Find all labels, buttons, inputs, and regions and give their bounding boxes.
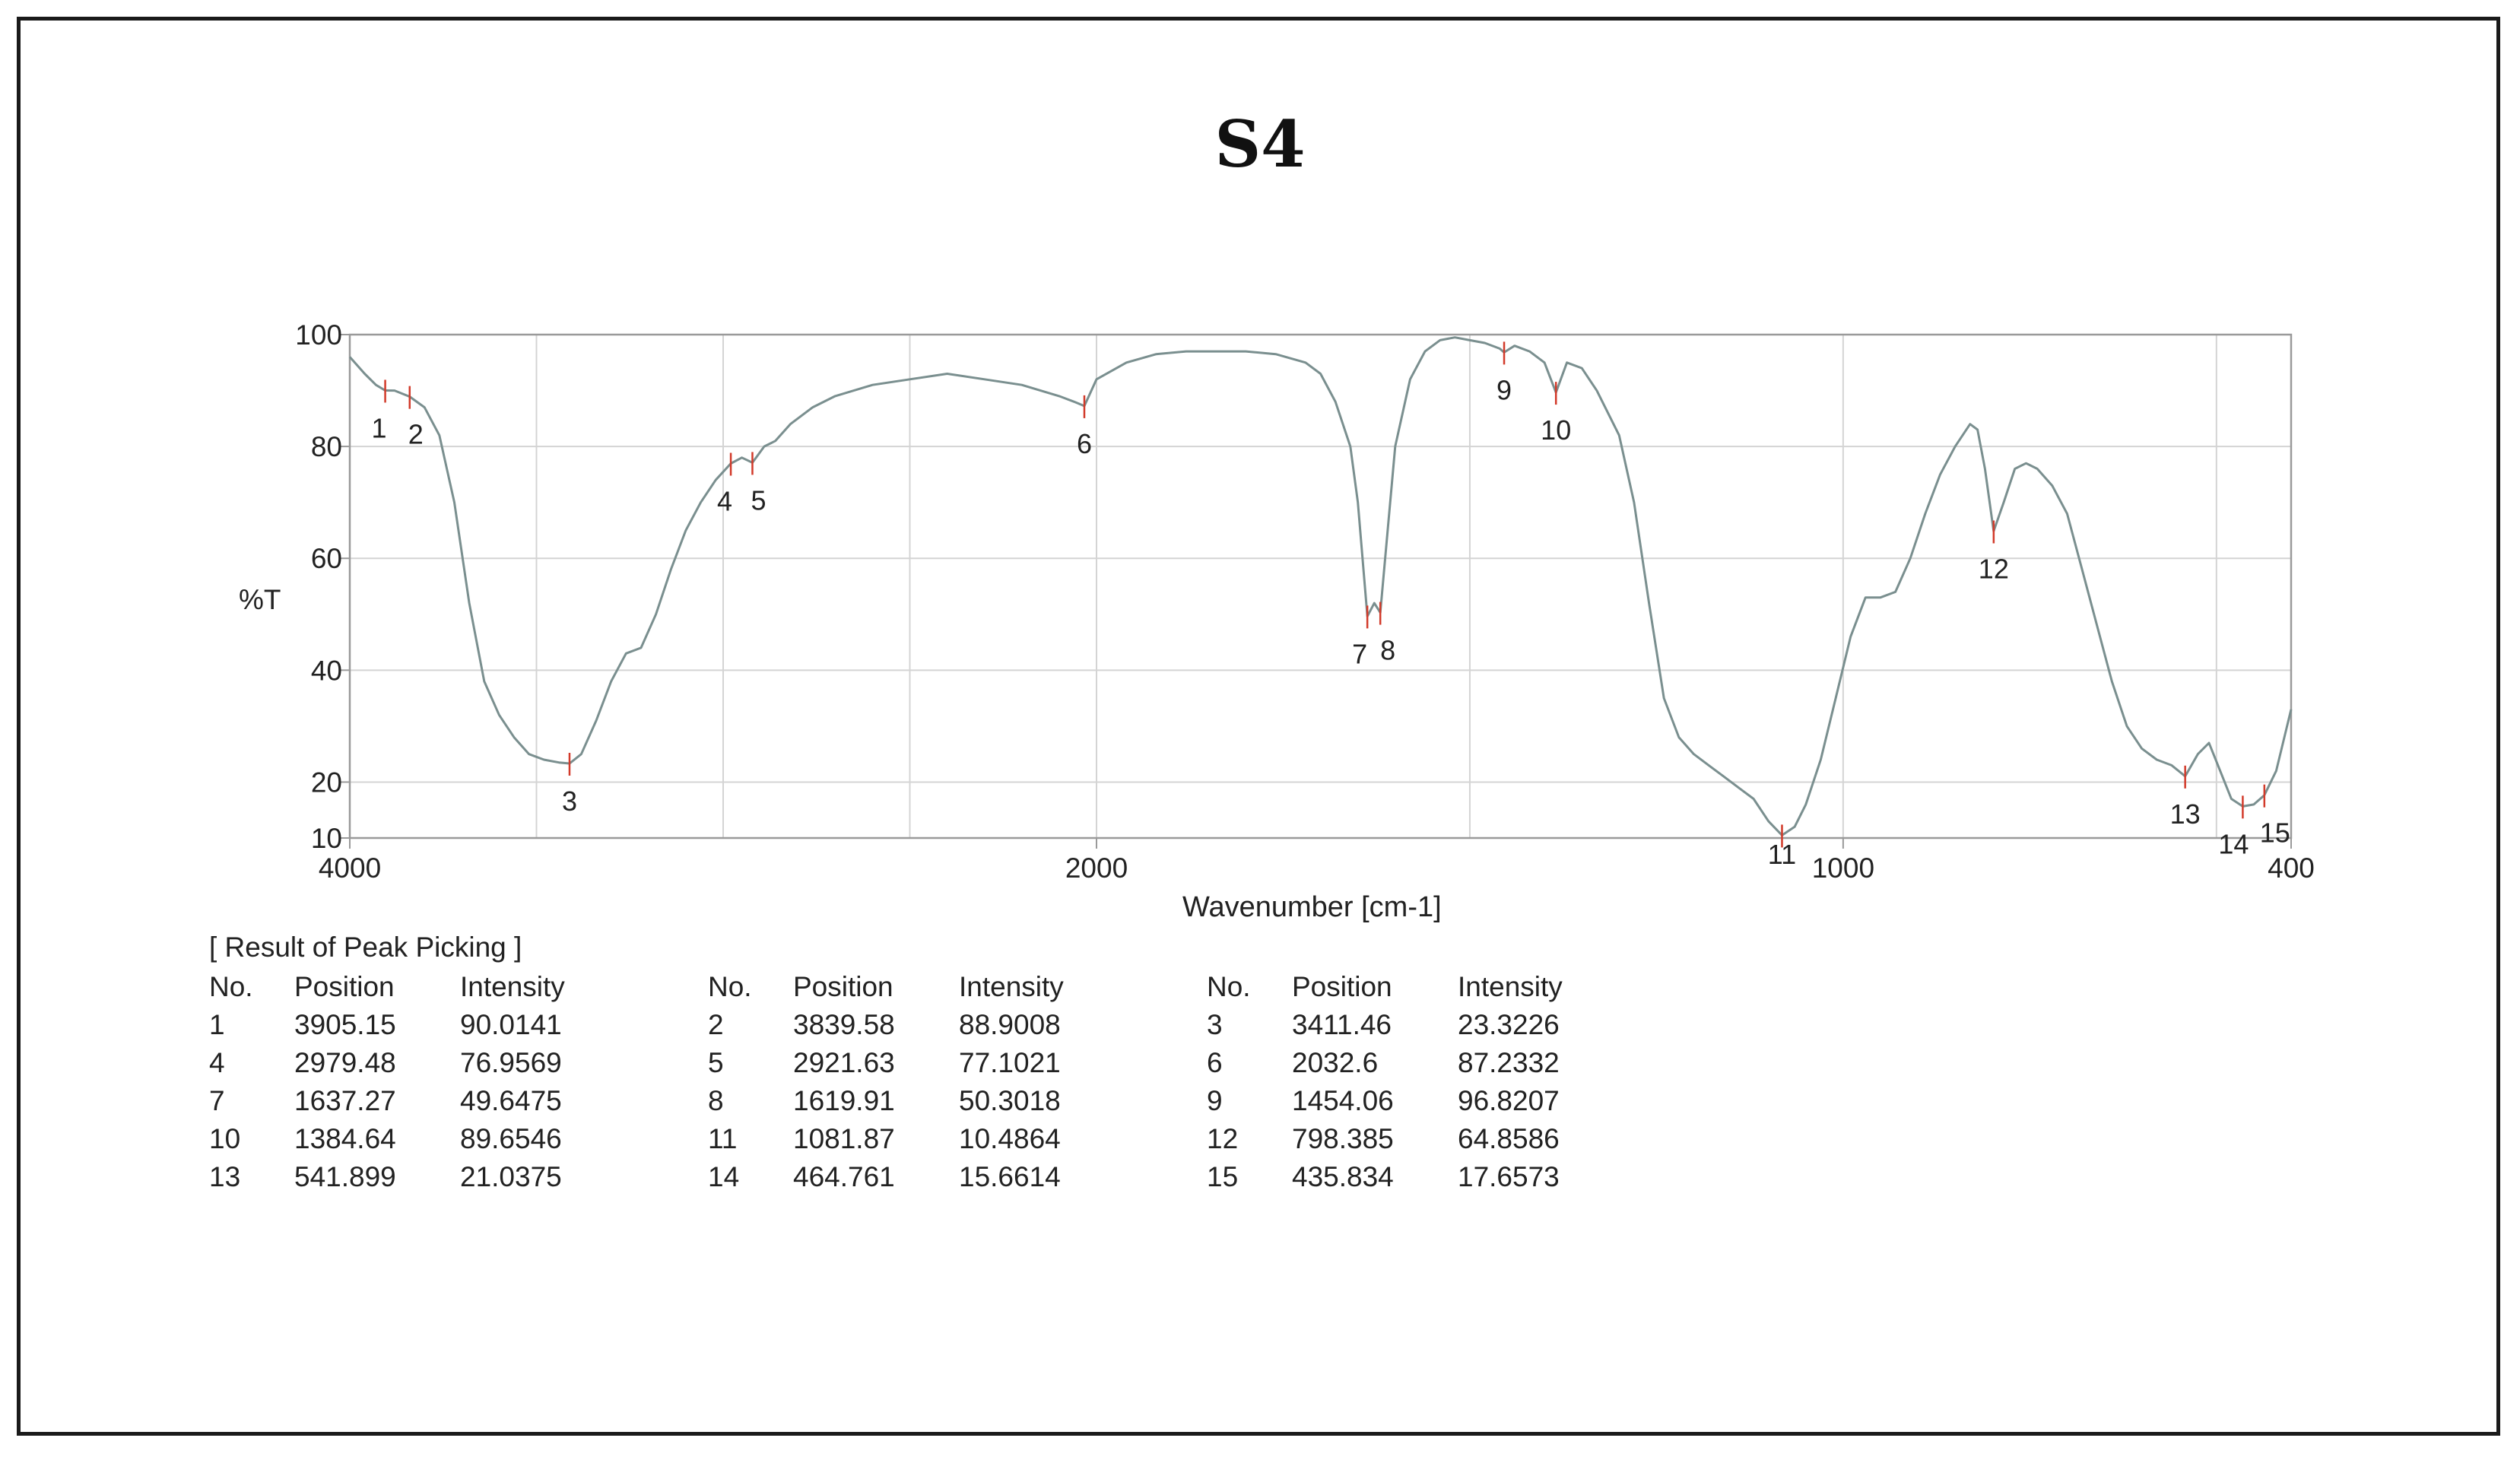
peak-table-cell: 5 <box>708 1047 724 1078</box>
peak-label: 15 <box>2260 817 2290 849</box>
peak-table-title: [ Result of Peak Picking ] <box>209 932 522 963</box>
peak-table-cell: 3411.46 <box>1292 1009 1392 1040</box>
peak-table-header-cell: No. <box>1207 971 1251 1002</box>
peak-table-cell: 6 <box>1207 1047 1223 1078</box>
peak-label: 5 <box>751 484 766 516</box>
y-tick-label: 60 <box>311 543 342 574</box>
peak-table-cell: 2979.48 <box>294 1047 396 1078</box>
y-tick-label: 40 <box>311 655 342 686</box>
x-axis-label: Wavenumber [cm-1] <box>1182 891 1442 923</box>
y-tick-label: 10 <box>311 823 342 854</box>
figure-frame <box>17 17 2500 1436</box>
y-tick-label: 80 <box>311 431 342 462</box>
peak-table-cell: 7 <box>209 1085 225 1116</box>
peak-table-header-cell: Position <box>294 971 395 1002</box>
x-tick-label: 2000 <box>1065 852 1128 884</box>
peak-table-cell: 435.834 <box>1292 1161 1394 1192</box>
peak-table-cell: 4 <box>209 1047 225 1078</box>
peak-table-header-cell: No. <box>708 971 752 1002</box>
peak-table-header-cell: Position <box>793 971 893 1002</box>
x-tick-label: 400 <box>2268 852 2315 884</box>
peak-table-cell: 10 <box>209 1123 241 1154</box>
peak-table-cell: 1619.91 <box>793 1085 895 1116</box>
peak-table-cell: 21.0375 <box>460 1161 562 1192</box>
peak-table-cell: 49.6475 <box>460 1085 562 1116</box>
peak-label: 3 <box>562 786 577 817</box>
peak-label: 10 <box>1541 414 1571 446</box>
peak-table-cell: 10.4864 <box>959 1123 1061 1154</box>
peak-table-cell: 8 <box>708 1085 724 1116</box>
y-axis-label: %T <box>239 584 281 615</box>
peak-table-cell: 541.899 <box>294 1161 396 1192</box>
x-tick-label: 1000 <box>1812 852 1874 884</box>
peak-table-cell: 1081.87 <box>793 1123 895 1154</box>
peak-label: 14 <box>2218 828 2249 859</box>
peak-table-cell: 15 <box>1207 1161 1239 1192</box>
peak-label: 4 <box>717 485 732 516</box>
peak-table-cell: 17.6573 <box>1458 1161 1560 1192</box>
spectrum-line <box>348 336 2293 836</box>
peak-table-cell: 14 <box>708 1161 740 1192</box>
peak-label: 6 <box>1077 428 1092 459</box>
peak-table-cell: 2032.6 <box>1292 1047 1379 1078</box>
peak-table-cell: 77.1021 <box>959 1047 1061 1078</box>
peak-table-cell: 23.3226 <box>1458 1009 1560 1040</box>
peak-table-cell: 3 <box>1207 1009 1223 1040</box>
peak-label: 13 <box>2170 798 2201 830</box>
peak-label: 1 <box>372 412 387 443</box>
peak-table-header-cell: Intensity <box>1458 971 1563 1002</box>
peak-label: 7 <box>1352 638 1367 669</box>
peak-table-cell: 11 <box>708 1123 738 1154</box>
peak-table-cell: 89.6546 <box>460 1123 562 1154</box>
peak-table-cell: 90.0141 <box>460 1009 562 1040</box>
peak-table-cell: 798.385 <box>1292 1123 1394 1154</box>
peak-label: 8 <box>1380 635 1395 666</box>
peak-table-header-cell: Position <box>1292 971 1392 1002</box>
x-tick-label: 4000 <box>319 852 381 884</box>
peak-table-cell: 50.3018 <box>959 1085 1061 1116</box>
y-tick-label: 20 <box>311 767 342 798</box>
peak-label: 9 <box>1496 374 1512 405</box>
peak-table-cell: 76.9569 <box>460 1047 562 1078</box>
peak-table-cell: 3905.15 <box>294 1009 396 1040</box>
peak-label: 11 <box>1768 839 1796 870</box>
peak-table-cell: 3839.58 <box>793 1009 895 1040</box>
peak-table-cell: 2921.63 <box>793 1047 895 1078</box>
peak-table-cell: 87.2332 <box>1458 1047 1560 1078</box>
peak-table-cell: 15.6614 <box>959 1161 1061 1192</box>
peak-table-header-cell: Intensity <box>959 971 1064 1002</box>
peak-table-cell: 1637.27 <box>294 1085 396 1116</box>
plot-area-frame <box>348 333 2293 840</box>
chart-title: S4 <box>1214 106 1306 182</box>
peak-table-cell: 88.9008 <box>959 1009 1061 1040</box>
y-tick-label: 100 <box>295 319 342 351</box>
peak-table-cell: 13 <box>209 1161 241 1192</box>
peak-table-cell: 9 <box>1207 1085 1223 1116</box>
peak-table-cell: 464.761 <box>793 1161 895 1192</box>
peak-table-cell: 96.8207 <box>1458 1085 1560 1116</box>
peak-table-cell: 1454.06 <box>1292 1085 1394 1116</box>
peak-label: 2 <box>408 419 424 450</box>
peak-table-header-cell: Intensity <box>460 971 565 1002</box>
peak-table-header-cell: No. <box>209 971 253 1002</box>
peak-table-cell: 1 <box>209 1009 225 1040</box>
peak-table-cell: 12 <box>1207 1123 1239 1154</box>
peak-table-cell: 64.8586 <box>1458 1123 1560 1154</box>
peak-table-cell: 2 <box>708 1009 724 1040</box>
peak-table-cell: 1384.64 <box>294 1123 396 1154</box>
peak-label: 12 <box>1979 553 2009 584</box>
